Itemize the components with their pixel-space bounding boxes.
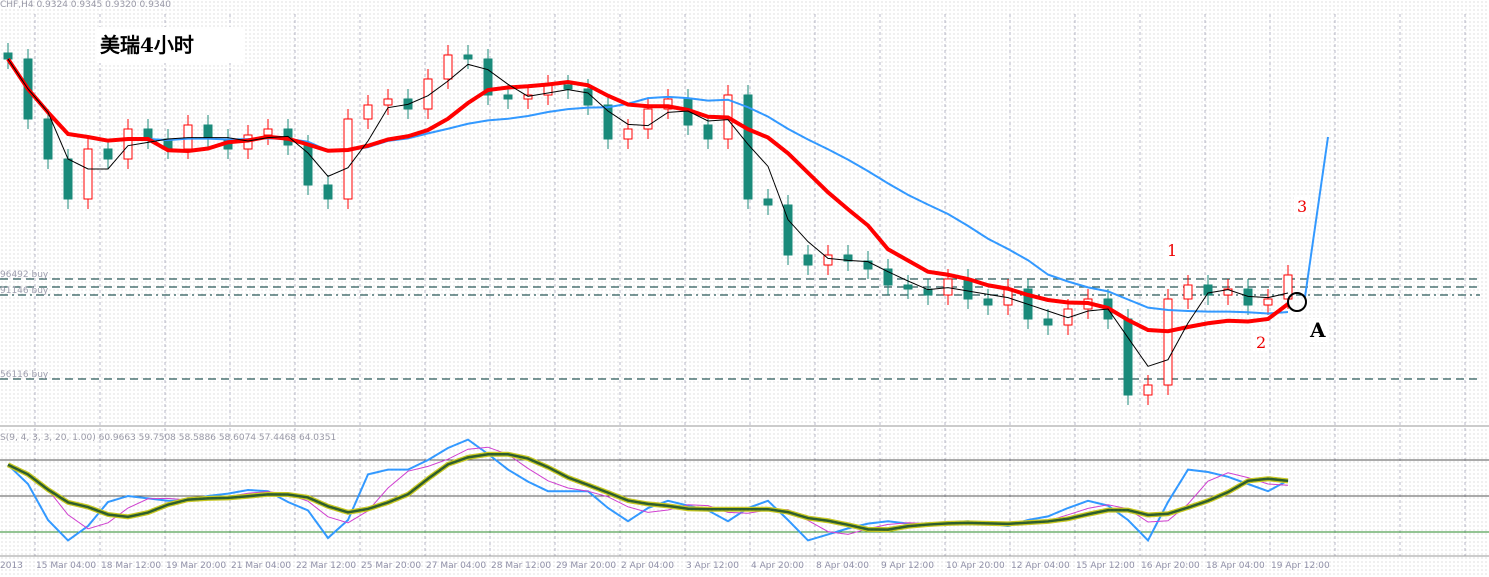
candle-body	[323, 184, 333, 200]
x-tick-label: 19 Apr 12:00	[1271, 561, 1330, 571]
candle-body	[343, 118, 353, 200]
x-tick-label: 12 Apr 04:00	[1011, 561, 1070, 571]
circle-marker	[1287, 292, 1307, 312]
annotation-a: A	[1307, 318, 1329, 342]
candle-body	[503, 94, 513, 100]
x-tick-label: 22 Mar 12:00	[296, 561, 357, 571]
x-tick-label: 25 Mar 20:00	[361, 561, 422, 571]
x-tick-label: 15 Mar 04:00	[36, 561, 97, 571]
x-tick-label: 19 Mar 20:00	[166, 561, 227, 571]
x-tick-label: 16 Apr 20:00	[1141, 561, 1200, 571]
x-tick-label: 18 Mar 12:00	[101, 561, 162, 571]
candle-body	[363, 104, 373, 120]
projection-line	[1304, 136, 1329, 298]
candle-body	[623, 128, 633, 140]
x-tick-label: 29 Mar 20:00	[556, 561, 617, 571]
x-tick-label: 27 Mar 04:00	[426, 561, 487, 571]
candle-body	[63, 158, 73, 200]
x-tick-label: 28 Mar 12:00	[491, 561, 552, 571]
candle-body	[823, 254, 833, 266]
ma-slow-line	[7, 58, 1289, 315]
x-tick-label: 9 Apr 12:00	[881, 561, 934, 571]
candle-body	[383, 98, 393, 106]
candle-body	[663, 98, 673, 110]
x-tick-label: 21 Mar 04:00	[231, 561, 292, 571]
stochastic-label: S(9, 4, 3, 3, 20, 1.00) 60.9663 59.7508 …	[0, 433, 337, 443]
candle-body	[763, 198, 773, 206]
candle-body	[103, 148, 113, 160]
candle-body	[183, 124, 193, 150]
candle-body	[963, 278, 973, 300]
candle-body	[943, 278, 953, 296]
chart-title: 美瑞4小时	[95, 27, 245, 63]
candle-body	[783, 204, 793, 256]
candle-body	[203, 124, 213, 140]
candle-body	[803, 254, 813, 266]
candle-body	[583, 88, 593, 106]
annotation-2: 2	[1253, 333, 1270, 352]
candle-body	[1263, 298, 1273, 306]
candle-body	[483, 58, 493, 96]
candle-body	[443, 54, 453, 80]
level-label: 56116 buy	[0, 370, 49, 380]
candle-body	[883, 268, 893, 286]
ma-mid-line	[6, 57, 1290, 334]
candle-body	[3, 52, 13, 60]
x-tick-label: 10 Apr 20:00	[946, 561, 1005, 571]
x-tick-label: 8 Apr 04:00	[816, 561, 869, 571]
candle-body	[743, 94, 753, 200]
candle-body	[1123, 318, 1133, 396]
candle-body	[863, 260, 873, 270]
candle-body	[603, 104, 613, 140]
x-tick-label: 3 Apr 12:00	[686, 561, 739, 571]
candle-body	[1143, 384, 1153, 396]
candle-body	[983, 298, 993, 306]
candle-body	[263, 128, 273, 136]
annotation-1: 1	[1164, 241, 1181, 260]
candle-body	[83, 148, 93, 200]
x-tick-label: 4 Apr 20:00	[751, 561, 804, 571]
level-label: 96492 buy	[0, 270, 49, 280]
candle-body	[643, 108, 653, 130]
candle-body	[423, 78, 433, 110]
level-label: 91146 buy	[0, 286, 49, 296]
candle-body	[463, 54, 473, 60]
stoch-d-glow	[6, 451, 1289, 533]
candle-body	[1183, 284, 1193, 300]
candle-body	[1043, 318, 1053, 326]
candle-body	[1203, 284, 1213, 296]
candle-body	[923, 288, 933, 296]
x-tick-label: 2013	[0, 561, 23, 571]
candle-body	[1163, 298, 1173, 386]
candle-body	[1063, 308, 1073, 326]
candle-body	[563, 84, 573, 90]
candle-body	[703, 124, 713, 140]
stoch-k-line	[7, 438, 1289, 543]
annotation-3: 3	[1294, 197, 1311, 216]
x-tick-label: 18 Apr 04:00	[1206, 561, 1265, 571]
candle-body	[903, 284, 913, 290]
stoch-d-line	[7, 452, 1289, 531]
x-tick-label: 2 Apr 04:00	[621, 561, 674, 571]
ma-fast-line	[7, 58, 1289, 367]
candle-body	[123, 128, 133, 160]
x-tick-label: 15 Apr 12:00	[1076, 561, 1135, 571]
symbol-header: CHF,H4 0.9324 0.9345 0.9320 0.9340	[0, 0, 171, 10]
candle-body	[1223, 288, 1233, 296]
candle-body	[843, 254, 853, 262]
candle-body	[43, 118, 53, 160]
candle-body	[523, 94, 533, 100]
